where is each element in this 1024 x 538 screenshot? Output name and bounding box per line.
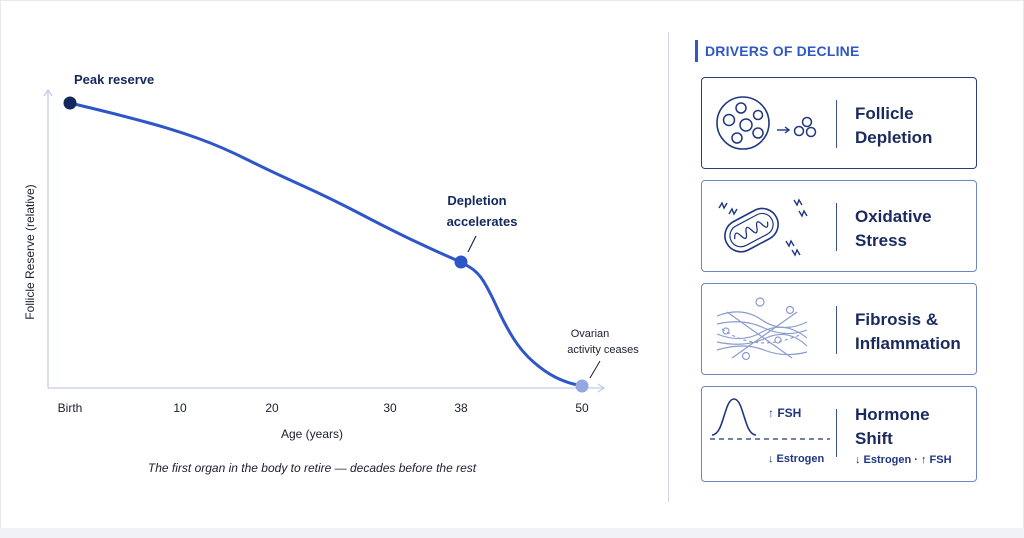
annotation-depletion-line2: accelerates	[447, 214, 518, 229]
panel-title: DRIVERS OF DECLINE	[705, 43, 860, 59]
x-tick-label: 10	[173, 401, 187, 415]
driver-card-hormone-shift: ↑ FSH ↓ Estrogen Hormone Shift ↓ Estroge…	[701, 386, 977, 482]
annotation-ovarian-line1: Ovarian	[571, 328, 610, 340]
card-separator	[836, 100, 837, 148]
x-axis-arrow	[597, 383, 606, 393]
x-tick-label: 30	[383, 401, 397, 415]
hormone-curve-icon	[710, 398, 830, 440]
y-axis-label: Follicle Reserve (relative)	[23, 184, 37, 319]
fsh-up-label: ↑ FSH	[768, 406, 802, 420]
estrogen-down-label: ↓ Estrogen	[768, 453, 825, 465]
driver-card-oxidative-stress: Oxidative Stress	[701, 180, 977, 272]
data-point-marker	[63, 96, 77, 110]
card-separator	[836, 203, 837, 251]
annotation-ovarian-leader	[589, 360, 601, 379]
x-tick-label: 20	[265, 401, 279, 415]
mitochondria-icon	[718, 198, 808, 257]
data-point-marker	[454, 255, 468, 269]
card-separator	[836, 409, 837, 457]
series-line-follicle-reserve	[68, 101, 584, 388]
driver-card-follicle-depletion: Follicle Depletion	[701, 77, 977, 169]
annotation-depletion-leader	[467, 235, 477, 253]
y-axis-arrow	[43, 88, 53, 97]
card-separator	[836, 306, 837, 354]
annotation-peak-reserve: Peak reserve	[74, 72, 154, 87]
data-point-marker	[575, 379, 589, 393]
x-tick-label: 50	[575, 401, 589, 415]
x-axis-label: Age (years)	[281, 427, 343, 441]
bottom-band	[0, 528, 1024, 538]
x-tick-label: Birth	[58, 401, 83, 415]
driver-label: Follicle Depletion	[855, 104, 933, 147]
panel-title-rule	[695, 40, 698, 62]
x-tick-label: 38	[454, 401, 468, 415]
annotation-ovarian-line2: activity ceases	[567, 344, 639, 356]
fibers-icon	[716, 297, 808, 361]
panel-divider	[668, 32, 669, 502]
driver-label: Fibrosis & Inflammation	[855, 310, 961, 353]
driver-label: Hormone Shift	[855, 405, 930, 448]
driver-card-fibrosis-inflammation: Fibrosis & Inflammation	[701, 283, 977, 375]
annotation-depletion-line1: Depletion	[447, 193, 506, 208]
hormone-shift-sub: ↓ Estrogen · ↑ FSH	[855, 454, 952, 466]
follicle-reserve-chart: Follicle Reserve (relative) Age (years) Bi…	[23, 72, 639, 475]
driver-label: Oxidative Stress	[855, 207, 932, 250]
chart-caption: The first organ in the body to retire — …	[148, 461, 477, 475]
follicle-icon	[716, 96, 817, 150]
